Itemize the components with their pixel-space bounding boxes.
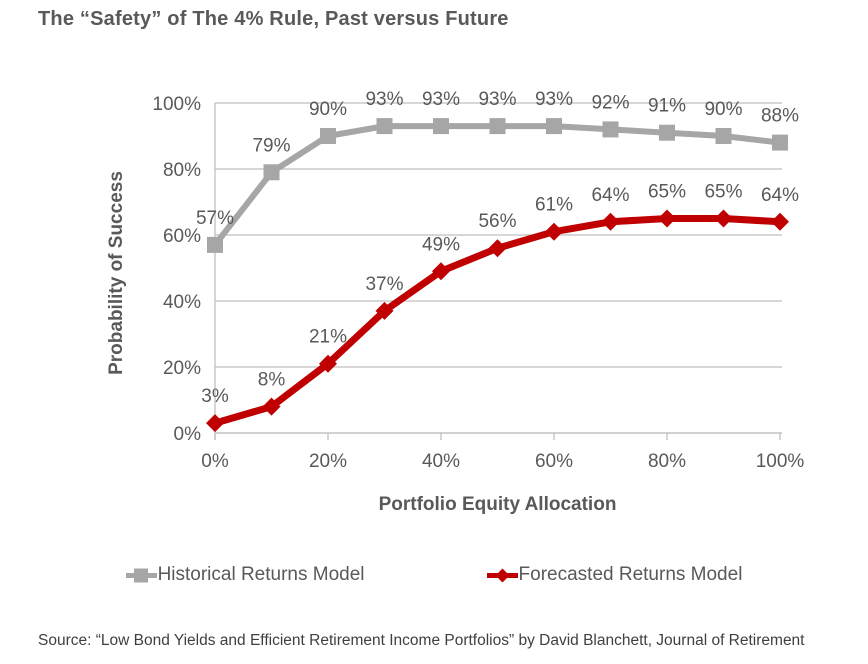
svg-text:91%: 91% [648, 96, 686, 117]
legend-label-forecasted: Forecasted Returns Model [518, 564, 743, 585]
svg-text:80%: 80% [648, 451, 686, 472]
svg-text:21%: 21% [309, 327, 347, 348]
svg-text:20%: 20% [163, 358, 201, 379]
svg-text:93%: 93% [422, 89, 460, 110]
svg-text:100%: 100% [756, 451, 805, 472]
page-title: The “Safety” of The 4% Rule, Past versus… [38, 8, 509, 30]
forecasted-series-marker-icon [486, 568, 518, 582]
svg-text:20%: 20% [309, 451, 347, 472]
svg-text:93%: 93% [535, 89, 573, 110]
historical-series-marker-icon [125, 568, 157, 582]
svg-text:79%: 79% [252, 135, 290, 156]
svg-text:90%: 90% [704, 99, 742, 120]
svg-text:57%: 57% [196, 208, 234, 229]
svg-text:90%: 90% [309, 99, 347, 120]
svg-text:65%: 65% [704, 182, 742, 203]
svg-text:93%: 93% [365, 89, 403, 110]
svg-text:49%: 49% [422, 234, 460, 255]
svg-text:92%: 92% [591, 92, 629, 113]
svg-text:61%: 61% [535, 195, 573, 216]
legend-label-historical: Historical Returns Model [157, 564, 365, 585]
svg-text:60%: 60% [535, 451, 573, 472]
svg-text:93%: 93% [478, 89, 516, 110]
historical-series [207, 118, 788, 253]
x-axis-title: Portfolio Equity Allocation [379, 494, 617, 515]
svg-text:64%: 64% [591, 185, 629, 206]
historical-data-labels: 57% 79% 90% 93% 93% 93% 93% 92% 91% 90% 88% [196, 89, 799, 229]
chart-canvas: 0% 20% 40% 60% 80% 100% 0% 20% 40% 60% 80% 100% Port… [106, 89, 804, 515]
legend-item-historical: Historical Returns Model [125, 564, 365, 586]
svg-text:65%: 65% [648, 182, 686, 203]
svg-text:56%: 56% [478, 211, 516, 232]
forecasted-data-labels: 3% 8% 21% 37% 49% 56% 61% 64% 65% 65% 64% [201, 182, 799, 408]
svg-text:0%: 0% [174, 424, 202, 445]
svg-text:8%: 8% [258, 370, 286, 391]
y-axis-title: Probability of Success [106, 171, 127, 375]
svg-text:60%: 60% [163, 226, 201, 247]
chart-legend: Historical Returns Model Forecasted Retu… [0, 564, 868, 586]
y-axis-tick-labels: 0% 20% 40% 60% 80% 100% [152, 94, 201, 445]
svg-text:3%: 3% [201, 386, 229, 407]
svg-text:64%: 64% [761, 185, 799, 206]
svg-text:100%: 100% [152, 94, 201, 115]
x-axis-tick-labels: 0% 20% 40% 60% 80% 100% [201, 451, 804, 472]
svg-text:80%: 80% [163, 160, 201, 181]
axis-titles: Portfolio Equity Allocation Probability o… [106, 171, 616, 515]
svg-text:37%: 37% [365, 274, 403, 295]
svg-text:0%: 0% [201, 451, 229, 472]
source-citation: Source: “Low Bond Yields and Efficient R… [38, 632, 805, 649]
legend-item-forecasted: Forecasted Returns Model [486, 564, 743, 586]
svg-text:40%: 40% [163, 292, 201, 313]
svg-text:40%: 40% [422, 451, 460, 472]
forecasted-series [206, 209, 789, 433]
axes [214, 103, 782, 440]
svg-text:88%: 88% [761, 106, 799, 127]
